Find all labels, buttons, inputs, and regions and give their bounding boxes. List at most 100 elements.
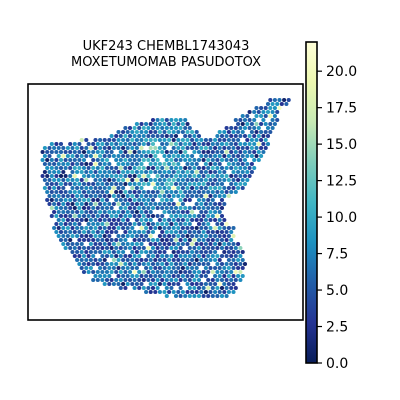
spot: [111, 281, 116, 287]
spot: [183, 181, 188, 187]
spot: [84, 209, 89, 215]
spot: [194, 241, 199, 247]
spot: [162, 153, 167, 159]
spot: [219, 213, 225, 219]
spot: [150, 133, 156, 139]
spot: [233, 149, 238, 155]
spot: [203, 145, 208, 151]
spot: [121, 241, 126, 247]
spot: [206, 205, 211, 211]
spot: [58, 221, 64, 227]
spot: [217, 281, 222, 287]
spot: [141, 269, 146, 275]
spot: [194, 249, 199, 255]
spot: [58, 197, 64, 203]
spot: [81, 157, 87, 163]
spot: [146, 205, 151, 211]
spot: [164, 293, 169, 299]
spot: [171, 145, 176, 151]
spot: [132, 229, 137, 235]
spot: [141, 149, 146, 155]
spot: [231, 129, 236, 135]
spot: [118, 221, 123, 227]
spot: [265, 133, 271, 139]
spot: [98, 145, 103, 151]
spot: [240, 185, 245, 191]
spot: [256, 157, 261, 163]
spot: [132, 141, 137, 147]
spot: [157, 145, 162, 151]
spot: [196, 173, 202, 179]
spot: [91, 261, 96, 267]
spot: [224, 149, 229, 155]
spot: [116, 169, 121, 175]
spot: [215, 285, 220, 291]
spot: [171, 129, 176, 135]
spot: [102, 233, 107, 239]
spot: [91, 197, 96, 203]
spot: [118, 141, 123, 147]
spot: [229, 149, 234, 155]
spot: [229, 189, 234, 195]
spot: [219, 229, 225, 235]
spot: [121, 177, 126, 183]
spot: [123, 165, 128, 171]
spot: [123, 205, 128, 211]
spot: [91, 157, 96, 163]
spot: [102, 225, 107, 231]
spot: [150, 229, 156, 235]
spot: [180, 145, 185, 151]
spot: [194, 145, 199, 151]
spot: [247, 165, 252, 171]
spot: [49, 205, 54, 211]
spot: [150, 261, 156, 267]
spot: [137, 149, 142, 155]
spot: [123, 269, 128, 275]
spot: [86, 237, 91, 243]
spot: [192, 181, 197, 187]
spot: [164, 181, 169, 187]
spot: [109, 181, 114, 187]
spot: [77, 189, 82, 195]
spot: [240, 145, 245, 151]
spot: [114, 261, 119, 267]
spot: [72, 245, 77, 251]
spot: [102, 241, 107, 247]
spot: [180, 193, 185, 199]
spot: [247, 125, 252, 131]
spot: [61, 153, 66, 159]
spot: [109, 213, 114, 219]
spot: [206, 269, 211, 275]
spot: [196, 253, 202, 259]
spot: [56, 185, 61, 191]
spot: [75, 145, 80, 151]
spot: [139, 249, 144, 255]
spot: [134, 193, 139, 199]
spot: [210, 277, 215, 283]
spot: [72, 157, 77, 163]
spot: [199, 137, 204, 143]
spot: [192, 157, 197, 163]
spot: [63, 181, 68, 187]
spot: [252, 157, 257, 163]
spot: [187, 125, 192, 131]
spot: [52, 161, 57, 167]
spot: [185, 265, 190, 271]
spot: [203, 273, 208, 279]
spot: [146, 261, 151, 267]
spot: [98, 185, 103, 191]
spot: [130, 273, 135, 279]
spot: [144, 209, 149, 215]
spot: [130, 177, 135, 183]
spot: [139, 201, 144, 207]
spot: [146, 141, 151, 147]
spot: [125, 169, 130, 175]
spot: [231, 161, 236, 167]
spot: [171, 241, 176, 247]
spot: [47, 177, 52, 183]
spot: [219, 189, 225, 195]
spot: [111, 201, 116, 207]
spot: [261, 141, 266, 147]
spot: [164, 125, 169, 131]
spot: [107, 233, 112, 239]
